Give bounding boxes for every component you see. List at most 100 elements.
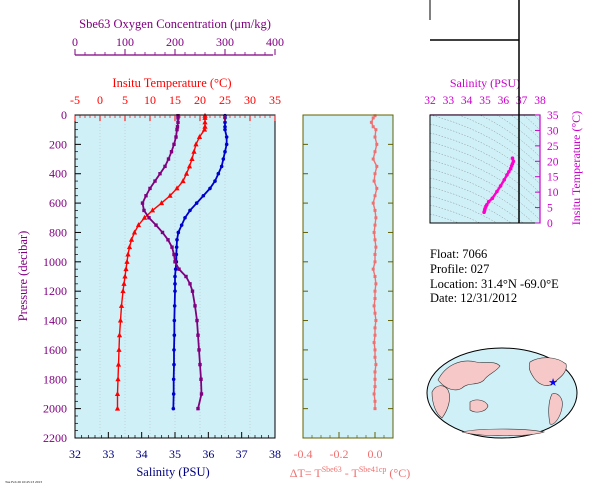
density-contour: [430, 168, 534, 223]
ts-temperature-tick-label: 5: [547, 203, 553, 215]
oxygen-point: [160, 230, 165, 235]
ts-salinity-tick-label: 32: [424, 95, 436, 107]
salinity-point: [173, 289, 177, 293]
temperature-point: [149, 207, 156, 213]
delta-plot-background: [303, 115, 393, 438]
ts-point: [510, 156, 515, 160]
salinity-point: [172, 333, 177, 338]
density-contour: [533, 115, 540, 122]
world-map: ★: [426, 347, 578, 439]
delta-panel: -0.4 -0.2 0.0 ΔT= TSbe63 - TSbe41cp (°C): [290, 114, 410, 480]
pressure-tick-label: 600: [49, 196, 67, 210]
temperature-point: [126, 244, 133, 250]
delta-point: [371, 116, 375, 120]
pressure-tick-label: 400: [49, 167, 67, 181]
salinity-point: [223, 127, 227, 132]
temperature-point: [196, 134, 203, 140]
oxygen-point: [144, 194, 148, 198]
delta-point: [374, 282, 378, 286]
oxygen-axis-title: Sbe63 Oxygen Concentration (μm/kg): [79, 17, 271, 31]
oxygen-point: [175, 125, 180, 129]
oxygen-point: [166, 157, 171, 161]
oxygen-axis-ticks: 0 100 200 300 400: [72, 35, 284, 55]
delta-point: [373, 238, 377, 242]
ts-point: [486, 199, 491, 204]
salinity-point: [224, 142, 229, 147]
temperature-point: [114, 405, 121, 411]
temperature-point: [201, 126, 208, 132]
delta-point: [372, 341, 376, 345]
temperature-point: [180, 178, 186, 184]
ts-point: [498, 184, 503, 188]
temperature-point: [115, 376, 121, 382]
delta-point: [374, 363, 378, 367]
delta-point: [371, 125, 375, 129]
pressure-tick-label: 1800: [43, 372, 67, 386]
temperature-point: [118, 302, 125, 308]
temperature-point: [202, 119, 208, 125]
salinity-point: [208, 186, 212, 191]
density-contour: [430, 159, 540, 221]
oxygen-point: [147, 216, 151, 220]
delta-point: [372, 392, 376, 396]
delta-point: [373, 208, 377, 212]
salinity-point: [223, 149, 227, 154]
oxygen-point: [176, 116, 180, 120]
ts-salinity-tick-label: 34: [461, 95, 473, 107]
delta-point: [373, 252, 377, 256]
delta-series: [369, 114, 379, 411]
temperature-point: [123, 266, 129, 272]
temperature-point: [158, 200, 165, 206]
pressure-tick-label: 1600: [43, 343, 67, 357]
temperature-point: [115, 361, 122, 367]
delta-point: [373, 370, 377, 374]
ts-panel: Salinity (PSU) 32 33 34 35 36 37 38 0 5 10 15 20 25…: [424, 0, 583, 230]
delta-point: [375, 142, 379, 146]
oxygen-point: [177, 267, 181, 271]
ts-salinity-tick-label: 35: [479, 95, 491, 107]
temperature-tick-label: 5: [122, 93, 128, 107]
info-block: Float: 7066 Profile: 027 Location: 31.4°…: [430, 247, 559, 305]
profile-series: [114, 112, 229, 411]
salinity-point: [194, 201, 199, 205]
pressure-tick-label: 2200: [43, 431, 67, 445]
delta-point: [374, 245, 378, 249]
delta-tick-label: 0.0: [368, 447, 383, 461]
density-contour: [430, 132, 540, 194]
oxygen-point: [140, 201, 145, 205]
salinity-axis: 32 33 34 35 36 37 38 Salinity (PSU): [69, 432, 281, 479]
salinity-point: [171, 377, 176, 382]
temperature-tick-label: 35: [269, 93, 281, 107]
oxygen-tick-label: 200: [166, 35, 184, 49]
salinity-tick-label: 33: [102, 447, 114, 461]
oxygen-point: [172, 142, 176, 147]
ts-salinity-axis-title: Salinity (PSU): [450, 76, 520, 90]
oxygen-point: [193, 304, 197, 308]
salinity-point: [172, 318, 177, 323]
temperature-tick-label: 20: [194, 93, 206, 107]
salinity-tick-label: 32: [69, 447, 81, 461]
temperature-tick-label: 30: [244, 93, 256, 107]
location-label: Location: 31.4°N -69.0°E: [430, 277, 559, 291]
salinity-point: [173, 282, 177, 286]
oxygen-point: [196, 333, 200, 337]
pressure-tick-label: 0: [61, 108, 67, 122]
salinity-point: [224, 135, 229, 139]
temperature-point: [116, 346, 122, 352]
density-contour: [479, 115, 540, 158]
delta-point: [375, 164, 379, 168]
oxygen-point: [199, 377, 203, 381]
salinity-axis-ticks: 32 33 34 35 36 37 38: [69, 432, 281, 461]
delta-point: [373, 150, 377, 154]
delta-point: [373, 377, 377, 381]
delta-point: [372, 179, 376, 183]
delta-point: [371, 267, 375, 271]
delta-point: [373, 223, 377, 227]
salinity-tick-label: 38: [269, 447, 281, 461]
temperature-point: [189, 156, 195, 162]
pressure-tick-label: 2000: [43, 402, 67, 416]
temperature-point: [131, 229, 138, 235]
temperature-tick-label: 10: [144, 93, 156, 107]
delta-point: [373, 407, 377, 411]
